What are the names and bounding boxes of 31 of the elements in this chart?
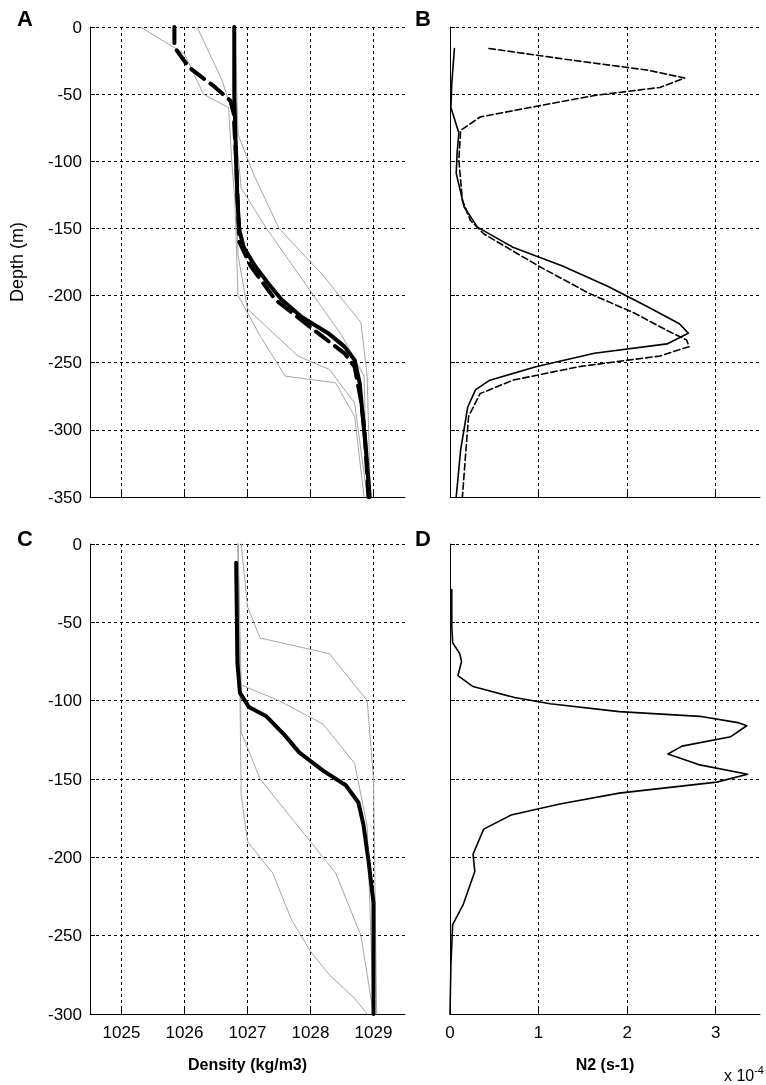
- y-tick-label: 0: [72, 17, 82, 37]
- y-tick-label: -200: [47, 847, 82, 867]
- x-tick-label: 1028: [291, 1023, 330, 1042]
- y-axis-title: Depth (m): [7, 221, 27, 303]
- chart-title: A: [17, 5, 33, 31]
- y-tick-label: -250: [47, 353, 82, 373]
- chart-title: C: [17, 525, 33, 551]
- y-tick-label: -150: [47, 769, 82, 789]
- y-tick-label: -50: [57, 612, 82, 632]
- x-axis-title: Density (kg/m3): [187, 1055, 308, 1073]
- x-tick-label: 0: [445, 1023, 455, 1042]
- y-tick-label: -200: [47, 286, 82, 306]
- x-axis-title: N2 (s-1): [575, 1055, 635, 1073]
- x-tick-label: 1029: [354, 1023, 393, 1042]
- y-tick-label: -350: [47, 487, 82, 507]
- x-tick-label: 1025: [102, 1023, 141, 1042]
- y-tick-label: -100: [47, 151, 82, 171]
- x-tick-label: 1027: [228, 1023, 267, 1042]
- x-tick-label: 2: [622, 1023, 632, 1042]
- y-tick-label: -150: [47, 218, 82, 238]
- chart-title: D: [415, 525, 431, 551]
- x-tick-label: 1: [533, 1023, 544, 1042]
- y-tick-label: -100: [47, 691, 82, 711]
- x-tick-label: 3: [710, 1023, 721, 1042]
- x-tick-label: 1026: [165, 1023, 204, 1042]
- y-tick-label: -250: [47, 926, 82, 946]
- y-tick-label: 0: [72, 534, 82, 554]
- y-tick-label: -50: [57, 84, 82, 104]
- y-tick-label: -300: [47, 420, 82, 440]
- y-tick-label: -300: [47, 1004, 82, 1024]
- chart-title: B: [415, 5, 431, 31]
